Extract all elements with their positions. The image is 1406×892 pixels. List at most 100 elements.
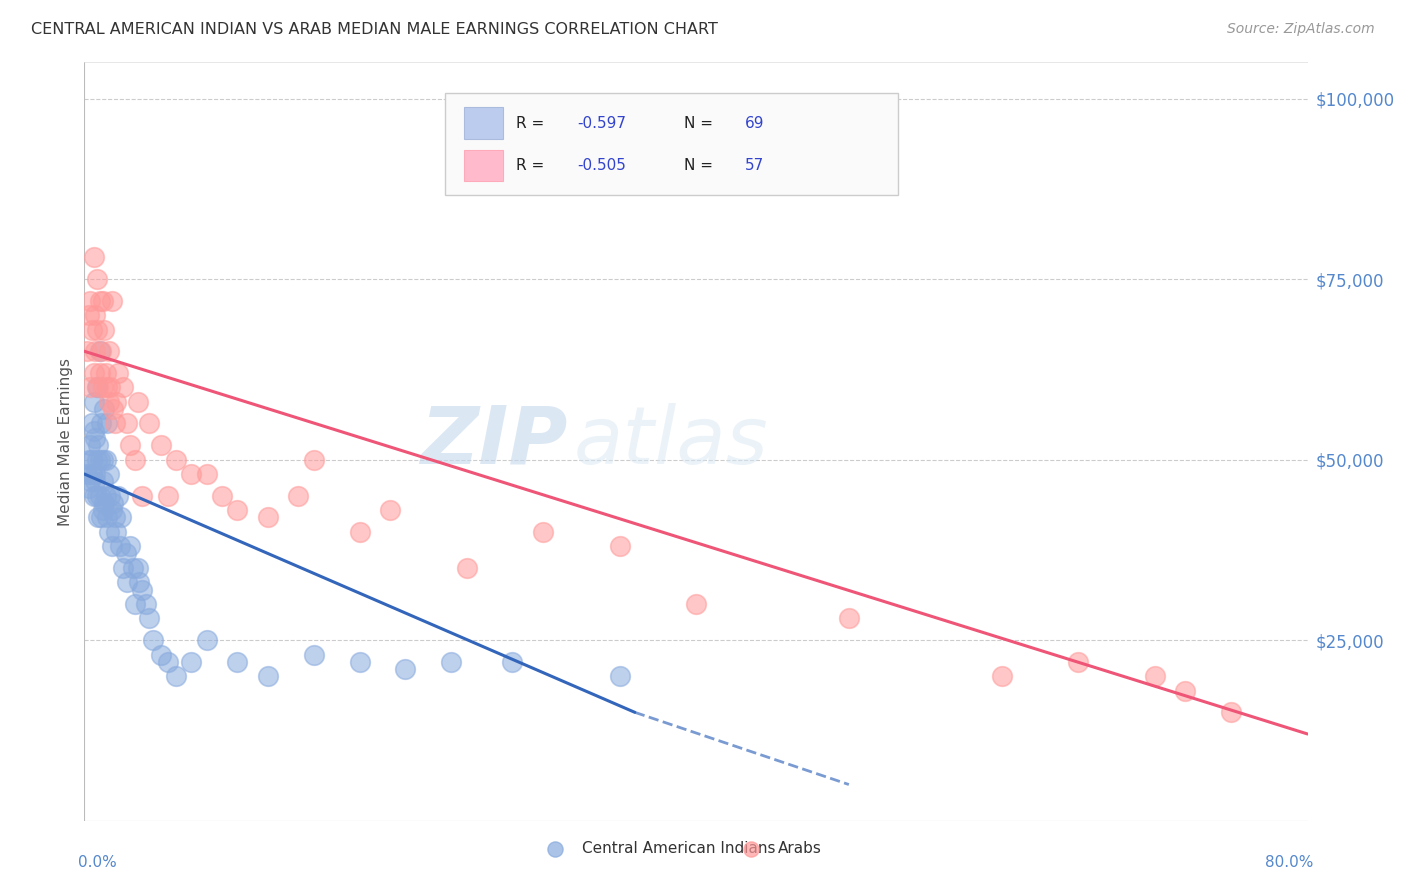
Point [89,366,111,380]
Point [101,293,124,308]
Point [120,438,142,452]
Point [104,510,127,524]
Text: atlas: atlas [574,402,769,481]
Point [349,655,371,669]
Point [89,344,111,359]
Text: Central American Indians: Central American Indians [582,841,776,856]
Point [226,503,249,517]
Point [157,489,180,503]
Text: N =: N = [683,116,717,130]
Text: R =: R = [516,158,550,173]
Point [91,452,114,467]
Y-axis label: Median Male Earnings: Median Male Earnings [58,358,73,525]
Point [93,402,115,417]
Point [149,648,172,662]
Point [103,402,125,417]
Point [195,467,218,481]
Point [211,489,233,503]
Point [120,539,142,553]
FancyBboxPatch shape [446,93,898,195]
Point [90,344,112,359]
Point [105,394,128,409]
Point [93,323,115,337]
Text: Source: ZipAtlas.com: Source: ZipAtlas.com [1227,22,1375,37]
Text: 69: 69 [745,116,765,130]
Point [838,611,860,625]
Point [86,380,108,394]
Point [103,496,125,510]
Point [93,496,115,510]
Point [662,814,685,828]
Point [111,561,134,575]
Point [287,489,309,503]
Point [131,582,153,597]
Point [96,380,118,394]
Point [127,561,149,575]
Point [83,424,105,438]
Point [138,611,160,625]
Point [89,293,111,308]
Text: CENTRAL AMERICAN INDIAN VS ARAB MEDIAN MALE EARNINGS CORRELATION CHART: CENTRAL AMERICAN INDIAN VS ARAB MEDIAN M… [31,22,718,37]
Point [128,575,150,590]
Point [84,308,107,322]
Point [86,272,108,286]
Point [135,597,157,611]
Text: -0.597: -0.597 [578,116,626,130]
Text: ZIP: ZIP [420,402,568,481]
Point [107,366,129,380]
Point [1067,655,1090,669]
Point [226,655,249,669]
Point [84,431,107,445]
Point [1174,683,1197,698]
Point [89,489,111,503]
Point [114,546,136,560]
Point [89,452,111,467]
Point [76,344,98,359]
Point [80,323,103,337]
Point [124,452,146,467]
Point [131,489,153,503]
Point [76,467,98,481]
Point [180,655,202,669]
Point [97,467,120,481]
Point [685,597,707,611]
Point [96,510,118,524]
Point [83,251,105,265]
Point [79,475,101,489]
Point [108,539,131,553]
Point [94,452,117,467]
Point [87,510,110,524]
Text: 80.0%: 80.0% [1265,855,1313,870]
Point [394,662,416,676]
Point [149,438,172,452]
Point [105,524,128,539]
Point [98,489,121,503]
Point [83,366,105,380]
Point [165,669,187,683]
Point [86,323,108,337]
Point [98,380,121,394]
Point [111,380,134,394]
Point [77,452,100,467]
Point [257,510,280,524]
Point [142,633,165,648]
Point [97,394,120,409]
Point [127,394,149,409]
Point [1143,669,1166,683]
Point [609,539,631,553]
Point [115,417,138,431]
Point [91,293,114,308]
Point [1220,706,1243,720]
Point [122,561,145,575]
Point [180,467,202,481]
Point [302,648,325,662]
Text: 57: 57 [745,158,763,173]
Point [531,524,554,539]
Point [97,344,120,359]
Point [138,417,160,431]
Point [104,417,127,431]
Point [79,380,101,394]
Point [124,597,146,611]
Text: 0.0%: 0.0% [79,855,117,870]
Point [91,475,114,489]
